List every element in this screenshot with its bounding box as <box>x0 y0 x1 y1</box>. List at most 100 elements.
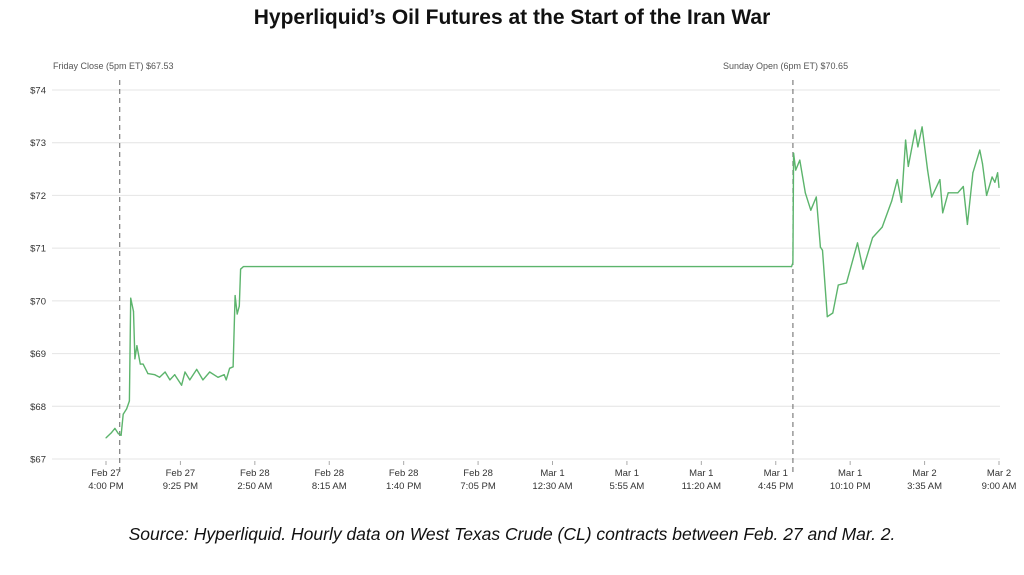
data-point <box>986 194 988 197</box>
data-point <box>139 363 141 365</box>
data-point <box>793 152 795 154</box>
annotation-label: Sunday Open (6pm ET) $70.65 <box>723 61 848 71</box>
data-point <box>931 196 933 198</box>
x-tick-label-time: 4:45 PM <box>758 481 793 492</box>
x-tick-label-date: Feb 28 <box>463 468 493 479</box>
data-point <box>856 242 859 244</box>
x-tick-label-time: 9:00 AM <box>982 481 1017 492</box>
x-tick-label-time: 7:05 PM <box>460 481 495 492</box>
x-tick-label-date: Feb 28 <box>389 468 419 479</box>
x-tick-label-date: Feb 28 <box>314 468 344 479</box>
data-point <box>891 200 893 202</box>
data-point <box>962 185 964 188</box>
y-tick-label: $74 <box>30 86 46 97</box>
data-point <box>821 249 824 251</box>
data-point <box>238 305 240 307</box>
data-point <box>110 432 113 434</box>
data-point <box>229 367 231 369</box>
data-point <box>792 262 794 264</box>
data-point <box>997 172 999 174</box>
data-point <box>881 226 883 228</box>
data-point <box>998 186 1000 189</box>
data-point <box>917 146 919 148</box>
data-point <box>815 196 817 198</box>
data-point <box>907 165 909 168</box>
data-point <box>819 246 822 248</box>
data-point <box>154 374 156 376</box>
data-point <box>939 179 941 181</box>
data-point <box>900 201 903 203</box>
data-point <box>926 169 929 171</box>
data-point <box>184 371 186 373</box>
y-tick-label: $72 <box>30 191 46 202</box>
x-tick-label-date: Mar 2 <box>912 468 936 479</box>
data-point <box>105 437 107 439</box>
data-point <box>994 181 996 183</box>
data-point <box>134 358 136 360</box>
data-point <box>914 129 916 131</box>
x-tick-label-date: Feb 28 <box>240 468 270 479</box>
x-tick-label-date: Mar 1 <box>838 468 862 479</box>
data-point <box>826 316 828 318</box>
y-tick-label: $71 <box>30 244 46 255</box>
data-point <box>164 371 166 373</box>
data-point <box>130 297 132 299</box>
x-tick-label-date: Mar 1 <box>615 468 639 479</box>
x-tick-label-time: 2:50 AM <box>237 481 272 492</box>
x-tick-label-time: 3:35 AM <box>907 481 942 492</box>
data-point <box>202 379 204 381</box>
data-point <box>217 376 219 378</box>
data-point <box>942 212 944 214</box>
y-tick-label: $73 <box>30 138 46 149</box>
data-point <box>799 159 801 161</box>
chart-caption: Source: Hyperliquid. Hourly data on West… <box>128 524 896 544</box>
x-tick-label-date: Mar 2 <box>987 468 1011 479</box>
data-point <box>242 265 244 268</box>
data-point <box>132 310 135 312</box>
data-point <box>117 433 119 435</box>
data-point <box>114 427 116 430</box>
x-tick-label-time: 12:30 AM <box>532 481 572 492</box>
data-point <box>209 371 211 373</box>
data-point <box>236 313 238 315</box>
data-point <box>126 408 128 410</box>
annotation-label: Friday Close (5pm ET) $67.53 <box>53 61 174 71</box>
x-tick-label-date: Mar 1 <box>540 468 564 479</box>
data-point <box>180 384 183 386</box>
data-point <box>790 265 793 268</box>
data-point <box>136 345 138 347</box>
data-point <box>225 379 227 381</box>
data-point <box>947 192 949 194</box>
x-tick-label-time: 5:55 AM <box>609 481 644 492</box>
data-point <box>128 400 130 402</box>
y-tick-label: $68 <box>30 402 46 413</box>
data-point <box>232 366 234 368</box>
data-point <box>795 169 797 171</box>
y-tick-label: $67 <box>30 455 46 466</box>
data-point <box>966 223 969 226</box>
chart-title: Hyperliquid’s Oil Futures at the Start o… <box>253 6 771 29</box>
x-tick-label-date: Feb 27 <box>91 468 121 479</box>
x-tick-label-time: 11:20 AM <box>682 481 722 492</box>
data-point <box>240 268 242 270</box>
data-point <box>837 284 839 286</box>
data-point <box>174 374 176 376</box>
data-point <box>991 176 993 178</box>
x-tick-label-time: 10:10 PM <box>830 481 871 492</box>
x-tick-label-time: 4:00 PM <box>88 481 123 492</box>
x-tick-label-time: 9:25 PM <box>163 481 198 492</box>
data-point <box>196 368 198 370</box>
data-point <box>120 434 122 436</box>
y-tick-label: $69 <box>30 349 46 360</box>
data-point <box>142 363 144 365</box>
data-point <box>223 374 225 376</box>
data-point <box>147 373 149 375</box>
data-point <box>804 192 806 194</box>
x-tick-label-time: 1:40 PM <box>386 481 421 492</box>
data-point <box>921 126 923 128</box>
x-tick-label-date: Feb 27 <box>166 468 196 479</box>
x-tick-label-date: Mar 1 <box>764 468 788 479</box>
data-point <box>904 139 907 141</box>
data-point <box>872 237 874 239</box>
